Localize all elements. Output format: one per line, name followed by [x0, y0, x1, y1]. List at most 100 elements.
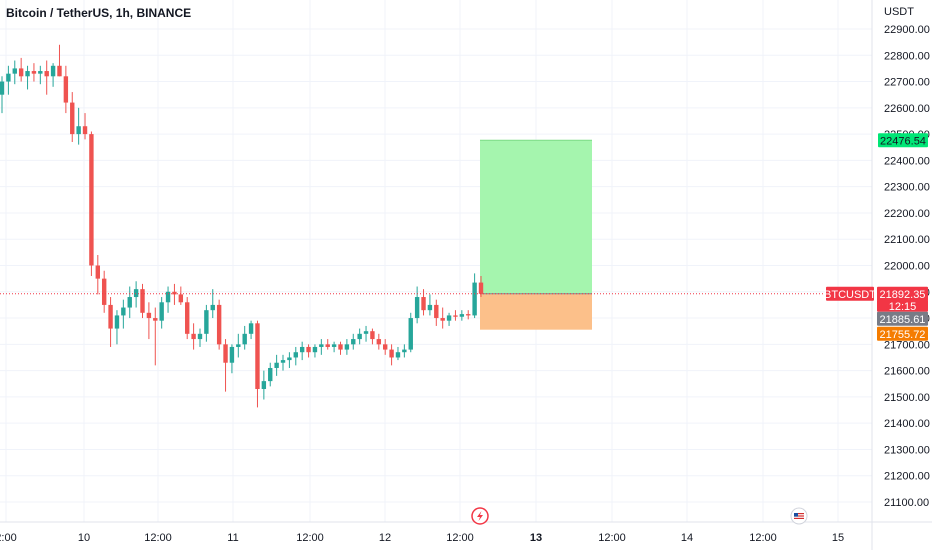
time-tick-label: 13	[530, 532, 542, 544]
candle	[357, 328, 362, 345]
price-tick-label: 22000.00	[884, 261, 930, 273]
candle	[178, 286, 184, 305]
target-price-tag: 22476.54	[878, 133, 928, 148]
candle	[44, 60, 49, 95]
candle	[89, 131, 94, 277]
price-tick-label: 21200.00	[884, 471, 930, 483]
price-tick-label: 22900.00	[884, 24, 930, 36]
candle	[82, 113, 88, 140]
svg-text:BTCUSDT: BTCUSDT	[824, 289, 876, 301]
candle	[293, 346, 298, 366]
time-tick-label: 12	[379, 532, 391, 544]
candle	[248, 320, 254, 340]
time-tick-label: 11	[227, 532, 238, 544]
svg-text:22476.54: 22476.54	[880, 135, 926, 147]
svg-text:12:15: 12:15	[889, 301, 917, 313]
candle	[185, 297, 190, 340]
candle	[133, 281, 139, 308]
candle	[6, 65, 11, 95]
profit-zone[interactable]	[480, 140, 592, 294]
candle	[434, 299, 439, 326]
chart-title: Bitcoin / TetherUS, 1h, BINANCE	[6, 6, 191, 20]
candle	[466, 310, 471, 320]
candle	[274, 354, 279, 376]
candle	[63, 65, 69, 114]
candle	[376, 333, 382, 350]
candle	[478, 276, 484, 298]
candle	[280, 354, 286, 371]
time-tick-label: 10	[78, 532, 90, 544]
candle	[229, 344, 235, 374]
time-tick-label: 12:00	[749, 532, 777, 544]
candle	[25, 65, 30, 90]
lightning-icon[interactable]	[471, 507, 489, 525]
candle	[306, 344, 311, 358]
svg-text:21885.61: 21885.61	[880, 314, 926, 326]
loss-zone[interactable]	[480, 293, 592, 330]
candle	[191, 323, 196, 350]
candle	[197, 328, 203, 347]
price-tick-label: 22400.00	[884, 155, 930, 167]
svg-text:21892.35: 21892.35	[880, 289, 926, 301]
candle	[325, 339, 330, 350]
candle	[172, 283, 177, 305]
candle	[127, 286, 132, 319]
candle	[472, 273, 477, 319]
price-tick-label: 22800.00	[884, 50, 930, 62]
candle	[114, 310, 120, 345]
candle	[446, 312, 452, 326]
countdown-tag: 12:15	[877, 299, 928, 313]
candle	[101, 270, 107, 313]
candle	[421, 289, 426, 316]
price-axis[interactable]: 21100.00 21200.00 21300.00 21400.00 21500.00…	[884, 24, 930, 509]
candle	[344, 339, 350, 355]
candle	[18, 57, 24, 82]
candle	[363, 325, 369, 342]
candle	[408, 312, 413, 353]
candle	[108, 297, 113, 347]
time-tick-label: 12:00	[598, 532, 626, 544]
price-tick-label: 21500.00	[884, 392, 930, 404]
time-axis[interactable]: 2:00 10 12:00 11 12:00 12 12:00 13 12:00 14 12:00 1…	[0, 532, 844, 544]
candle	[223, 339, 228, 392]
candle	[427, 294, 433, 316]
candle	[57, 44, 62, 77]
price-tick-label: 22200.00	[884, 208, 930, 220]
candle	[459, 310, 465, 321]
time-tick-label: 2:00	[0, 532, 17, 544]
price-tick-label: 22700.00	[884, 77, 930, 89]
candle	[50, 63, 56, 87]
candles	[0, 44, 484, 408]
candle	[255, 320, 260, 408]
time-tick-label: 12:00	[296, 532, 324, 544]
price-tick-label: 22300.00	[884, 182, 930, 194]
candle	[0, 76, 5, 114]
candle	[38, 65, 43, 85]
candle	[12, 60, 17, 85]
time-tick-label: 12:00	[446, 532, 474, 544]
candle	[76, 107, 81, 145]
candle	[299, 341, 305, 361]
candle	[261, 370, 267, 400]
candle	[159, 297, 164, 329]
price-tick-label: 22600.00	[884, 103, 930, 115]
candle	[338, 341, 343, 355]
candle	[414, 286, 420, 324]
candle	[70, 92, 75, 142]
price-tick-label: 21600.00	[884, 366, 930, 378]
svg-text:21755.72: 21755.72	[880, 329, 926, 341]
candle	[453, 310, 458, 321]
candle	[204, 304, 209, 342]
last-price-tag: 21892.35	[877, 286, 928, 301]
candle	[236, 333, 241, 358]
candle	[287, 352, 292, 368]
position-zones	[480, 139, 592, 330]
candle	[140, 283, 145, 319]
candle	[383, 339, 388, 355]
us-flag-event-icon[interactable]	[790, 507, 808, 525]
candle	[210, 289, 215, 319]
candle	[312, 344, 318, 358]
price-tick-label: 21400.00	[884, 418, 930, 430]
